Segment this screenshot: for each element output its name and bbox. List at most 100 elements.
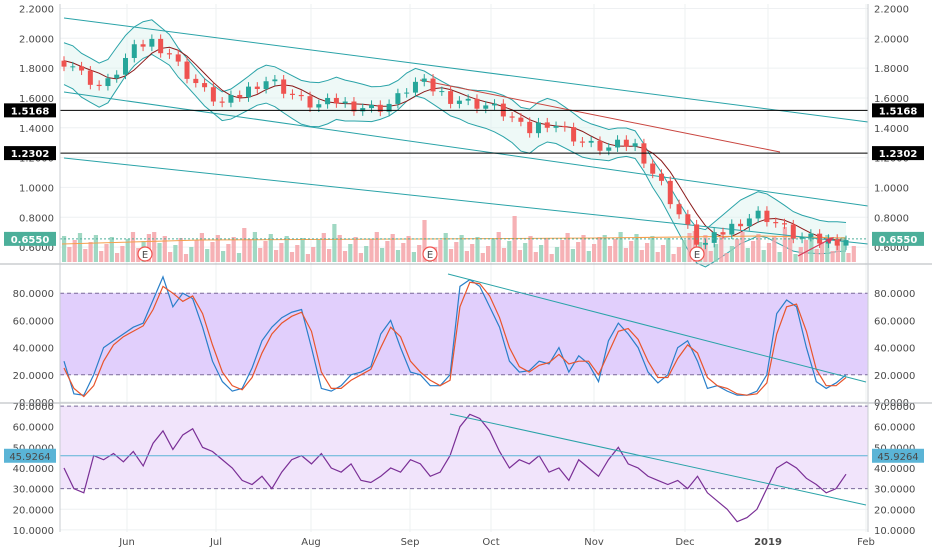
volume-bar: [125, 239, 130, 262]
candle-body: [456, 100, 462, 104]
candle-body: [738, 223, 744, 227]
candle-body: [184, 61, 190, 79]
candle-body: [606, 147, 612, 151]
candle-body: [263, 81, 269, 90]
rsi-level-badge-left: [4, 448, 56, 463]
candle-body: [193, 78, 199, 84]
level-label-left: 1.5168: [11, 106, 50, 117]
volume-bar: [761, 250, 766, 262]
volume-bar: [152, 232, 157, 262]
tick-label: 0.8000: [19, 213, 54, 224]
tick-label: 0.6000: [19, 243, 54, 254]
candle-body: [509, 116, 515, 118]
rsi-band: [60, 406, 868, 489]
tick-label: 60.0000: [13, 423, 54, 434]
volume-bar: [655, 252, 660, 262]
tick-label: 2.0000: [874, 34, 909, 45]
candle-body: [439, 91, 445, 93]
volume-bar: [745, 248, 750, 262]
volume-bar: [77, 233, 83, 262]
level-badge-left: [4, 146, 56, 161]
candle-body: [571, 127, 577, 142]
volume-bar: [358, 253, 363, 262]
volume-bar: [544, 238, 549, 262]
volume-bar: [597, 237, 602, 262]
candle-body: [755, 210, 761, 219]
tick-label: 1.0000: [19, 183, 54, 194]
volume-bar: [560, 240, 565, 262]
price-axis-left: 2.20002.00001.80001.60001.40001.20001.00…: [19, 4, 54, 254]
volume-bar: [766, 243, 772, 262]
volume-bar: [687, 233, 692, 262]
volume-bar: [173, 245, 178, 262]
volume-bar: [104, 244, 109, 262]
price-panel-bg: [60, 4, 868, 262]
volume-bar: [284, 236, 289, 262]
volume-bar: [183, 254, 189, 262]
volume-bar: [337, 235, 342, 262]
volume-bar: [549, 254, 554, 262]
volume-bar: [454, 242, 459, 262]
volume-bar: [258, 248, 263, 262]
volume-bar: [676, 247, 681, 262]
volume-bar: [72, 240, 77, 262]
candle-body: [386, 103, 392, 112]
volume-bar: [554, 247, 560, 262]
tick-label: 40.0000: [13, 464, 54, 475]
tick-label: 40.0000: [874, 464, 915, 475]
volume-bar: [411, 252, 416, 262]
candle-body: [360, 108, 366, 112]
candle-body: [228, 94, 234, 103]
level-badge-right: [872, 231, 924, 246]
candle-body: [694, 224, 700, 245]
volume-bar: [841, 237, 846, 262]
candle-body: [325, 97, 331, 105]
tick-label: 70.0000: [13, 402, 54, 413]
tick-label: 1.0000: [874, 183, 909, 194]
tick-label: 1.6000: [874, 94, 909, 105]
stoch-series: [63, 281, 847, 398]
volume-bar: [825, 235, 830, 262]
volume-bar: [682, 240, 687, 262]
volume-bar: [486, 246, 491, 262]
tick-label: 0.8000: [874, 213, 909, 224]
tick-label: 2.2000: [874, 4, 909, 15]
volume-bar: [475, 237, 480, 262]
candle-body: [799, 236, 805, 239]
volume-bar: [348, 244, 353, 262]
candle-body: [808, 233, 814, 237]
candles: [61, 34, 849, 251]
volume-bar: [480, 253, 485, 262]
rsi-level-label-left: 45.9264: [9, 452, 50, 463]
candle-body: [562, 125, 568, 128]
volume-bar: [157, 243, 162, 262]
volume-bar: [539, 245, 544, 262]
volume-bar: [586, 251, 591, 262]
candle-body: [474, 98, 480, 109]
candle-body: [70, 66, 76, 68]
x-tick-label: Jun: [118, 537, 135, 548]
volume-bar: [62, 236, 67, 262]
volume-bar: [210, 242, 215, 262]
candle-body: [632, 143, 638, 147]
candle-body: [615, 139, 621, 148]
volume-bar: [115, 253, 120, 262]
candle-body: [79, 66, 85, 71]
volume-bar: [645, 243, 650, 262]
volume-bar: [199, 233, 204, 262]
volume-bar: [274, 250, 279, 262]
volume-bar: [162, 236, 167, 262]
candle-body: [764, 210, 770, 223]
candle-body: [219, 101, 225, 103]
volume-bar: [565, 233, 570, 262]
candle-body: [588, 140, 594, 143]
volume-bar: [93, 235, 98, 262]
rsi-lines: [60, 405, 868, 523]
volume-bar: [533, 252, 538, 262]
panel-separators: [0, 4, 932, 532]
candle-body: [544, 122, 550, 128]
volume-bar: [369, 239, 374, 262]
